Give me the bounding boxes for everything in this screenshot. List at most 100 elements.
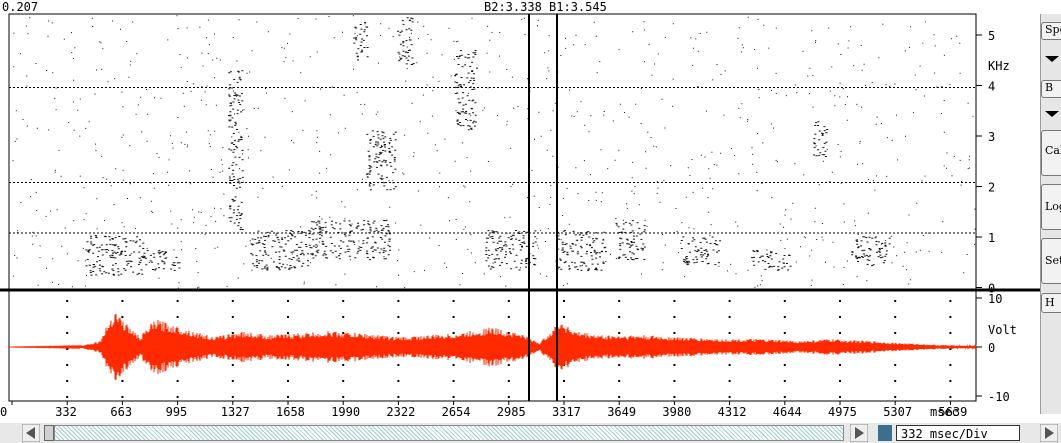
- time-tick-label: 1327: [221, 405, 250, 419]
- frequency-axis: 5 4 3 2 1 0: [976, 29, 995, 296]
- grid-dot: [231, 396, 234, 398]
- grid-dot: [673, 380, 676, 382]
- grid-dot: [894, 332, 897, 334]
- grid-dot: [452, 332, 455, 334]
- time-tick-label: 3649: [607, 405, 636, 419]
- grid-dot: [618, 396, 621, 398]
- grid-dot: [728, 300, 731, 302]
- grid-dot: [728, 364, 731, 366]
- grid-dot: [176, 380, 179, 382]
- time-tick-label: 1990: [331, 405, 360, 419]
- grid-dot: [342, 396, 345, 398]
- triangle-right-icon[interactable]: [1040, 424, 1058, 442]
- grid-dot: [507, 364, 510, 366]
- grid-dot: [783, 364, 786, 366]
- grid-dot: [783, 332, 786, 334]
- grid-dot: [673, 316, 676, 318]
- grid-dot: [176, 300, 179, 302]
- voltage-tick-label: -10: [988, 390, 1010, 404]
- grid-dot: [121, 300, 124, 302]
- spectrum-button[interactable]: Spe: [1041, 22, 1061, 40]
- grid-dot: [287, 364, 289, 366]
- band-readout: B2:3.338 B1:3.545: [484, 0, 607, 14]
- time-tick-label: 0: [0, 405, 7, 419]
- grid-dot: [507, 396, 510, 398]
- scroll-thumb[interactable]: [44, 425, 54, 441]
- grid-dot: [121, 316, 124, 318]
- time-tick-label: 2985: [497, 405, 526, 419]
- grid-dot: [507, 332, 510, 334]
- h-button[interactable]: H: [1041, 293, 1061, 313]
- time-tick-label: 5639: [938, 405, 967, 419]
- grid-dot: [342, 300, 345, 302]
- grid-dot: [618, 380, 621, 382]
- grid-dot: [673, 396, 676, 398]
- grid-dot: [563, 396, 565, 398]
- grid-dot: [673, 300, 676, 302]
- frequency-tick-label: 0: [988, 282, 995, 296]
- grid-dot: [949, 396, 952, 398]
- grid-dot: [66, 316, 69, 318]
- frequency-tick-label: 1: [988, 231, 995, 245]
- grid-dot: [673, 364, 676, 366]
- grid-dot: [894, 364, 897, 366]
- frequency-unit-label: KHz: [988, 59, 1010, 73]
- frequency-tick-label: 5: [988, 29, 995, 43]
- grid-dot: [397, 380, 400, 382]
- grid-dot: [66, 348, 69, 350]
- grid-dot: [949, 332, 952, 334]
- triangle-right-icon[interactable]: [850, 424, 868, 442]
- grid-dot: [563, 380, 565, 382]
- grid-dot: [66, 332, 69, 334]
- grid-dot: [507, 316, 510, 318]
- resolution-icon[interactable]: [878, 425, 892, 441]
- grid-dot: [66, 364, 69, 366]
- grid-dot: [66, 396, 69, 398]
- frequency-gridlines: [9, 87, 976, 234]
- triangle-down-icon[interactable]: [1043, 110, 1061, 118]
- grid-dot: [452, 316, 455, 318]
- grid-dot: [452, 380, 455, 382]
- grid-dot: [231, 380, 234, 382]
- b-button[interactable]: B: [1041, 80, 1061, 98]
- triangle-left-icon[interactable]: [22, 424, 40, 442]
- time-tick-label: 4312: [718, 405, 747, 419]
- grid-dot: [894, 300, 897, 302]
- grid-dot: [949, 316, 952, 318]
- grid-dot: [618, 364, 621, 366]
- grid-dot: [728, 380, 731, 382]
- grid-dot: [563, 300, 565, 302]
- time-resolution-field[interactable]: 332 msec/Div: [896, 425, 1020, 441]
- grid-dot: [342, 364, 345, 366]
- grid-dot: [949, 300, 952, 302]
- settings-button[interactable]: Set: [1041, 238, 1061, 284]
- cursor-readout-bar: 0.207 B2:3.338 B1:3.545: [0, 0, 1040, 14]
- time-tick-label: 5307: [883, 405, 912, 419]
- grid-dot: [783, 396, 786, 398]
- grid-dot: [949, 364, 952, 366]
- grid-dot: [618, 332, 621, 334]
- grid-dot: [507, 380, 510, 382]
- grid-dot: [949, 380, 952, 382]
- time-tick-label: 3317: [552, 405, 581, 419]
- grid-dot: [728, 396, 731, 398]
- grid-dot: [287, 332, 289, 334]
- grid-dot: [121, 380, 124, 382]
- time-scroll-track[interactable]: [54, 425, 844, 441]
- grid-dot: [894, 396, 897, 398]
- grid-dot: [839, 380, 841, 382]
- calibrate-button[interactable]: Cal: [1041, 130, 1061, 176]
- triangle-down-icon[interactable]: [1043, 55, 1061, 63]
- grid-dot: [397, 364, 400, 366]
- log-button[interactable]: Log: [1041, 184, 1061, 230]
- grid-dot: [231, 364, 234, 366]
- frequency-tick-label: 2: [988, 181, 995, 195]
- time-tick-label: 4644: [773, 405, 802, 419]
- time-axis: 0 332 663 995 1327 1658 1990 2322 2654 2985 3317 36…: [0, 401, 967, 419]
- grid-dot: [342, 316, 345, 318]
- grid-dot: [231, 300, 234, 302]
- cursor-time-readout: 0.207: [2, 0, 39, 14]
- time-tick-label: 1658: [276, 405, 305, 419]
